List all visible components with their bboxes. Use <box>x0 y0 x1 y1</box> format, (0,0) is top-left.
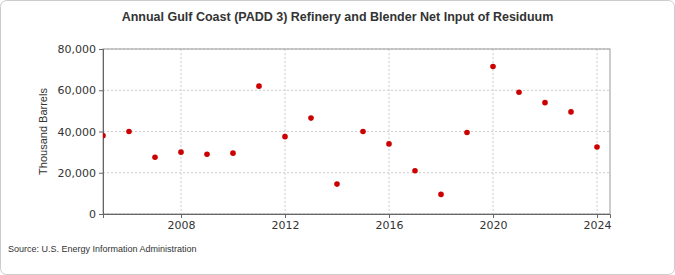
x-tick: 2024 <box>584 214 612 232</box>
y-tick-label: 60,000 <box>58 84 97 97</box>
grid-line <box>181 49 182 214</box>
plot-frame <box>103 49 610 214</box>
x-tick-mark <box>493 214 494 218</box>
y-tick-label: 80,000 <box>58 43 97 56</box>
x-tick-label: 2016 <box>376 219 404 232</box>
points <box>103 64 600 197</box>
point <box>230 150 236 156</box>
x-tick-label: 2020 <box>480 219 508 232</box>
y-tick-mark <box>99 132 103 133</box>
point <box>516 90 522 96</box>
y-tick-mark <box>99 173 103 174</box>
x-tick: 2020 <box>480 214 508 232</box>
point <box>334 181 340 187</box>
x-tick-mark <box>597 214 598 218</box>
x-axis-line <box>104 215 611 219</box>
grid-line <box>597 49 598 214</box>
y-tick: 0 <box>89 208 103 221</box>
y-axis-title: Thousand Barrels <box>37 88 49 175</box>
y-tick: 60,000 <box>58 84 104 97</box>
grid-line <box>285 49 286 214</box>
y-tick: 80,000 <box>58 43 104 56</box>
x-tick-mark <box>285 214 286 218</box>
x-axis: 2008 2012 2016 2020 2024 <box>104 214 612 232</box>
y-tick-mark <box>99 214 103 215</box>
point <box>412 168 418 174</box>
point <box>126 129 132 135</box>
chart: 0 20,000 40,000 60,000 80,000 2008 2012 2016 202… <box>0 0 675 275</box>
background <box>1 1 675 275</box>
point <box>308 115 314 121</box>
point <box>204 151 210 157</box>
y-axis-line <box>99 50 104 215</box>
grid-line <box>103 90 610 91</box>
x-tick: 2008 <box>168 214 196 232</box>
point <box>568 109 574 115</box>
point <box>594 144 600 150</box>
x-tick-mark <box>181 214 182 218</box>
point <box>152 154 158 160</box>
point <box>282 134 288 140</box>
point <box>103 133 106 139</box>
y-tick: 20,000 <box>58 167 104 180</box>
x-tick: 2016 <box>376 214 404 232</box>
x-tick-label: 2024 <box>584 219 612 232</box>
x-tick-mark <box>389 214 390 218</box>
grid-line <box>493 49 494 214</box>
y-axis: 0 20,000 40,000 60,000 80,000 <box>58 43 104 221</box>
y-tick-label: 20,000 <box>58 167 97 180</box>
point <box>490 64 496 70</box>
grid-line <box>103 172 610 173</box>
point <box>178 149 184 155</box>
grid-line <box>103 131 610 132</box>
source-note: Source: U.S. Energy Information Administ… <box>8 244 197 254</box>
x-tick-label: 2008 <box>168 219 196 232</box>
x-tick: 2012 <box>272 214 300 232</box>
title: Annual Gulf Coast (PADD 3) Refinery and … <box>122 10 554 24</box>
point <box>438 192 444 198</box>
x-tick-label: 2012 <box>272 219 300 232</box>
grid <box>103 49 610 214</box>
point <box>256 83 262 89</box>
point <box>360 129 366 135</box>
y-tick-mark <box>99 90 103 91</box>
point <box>542 100 548 106</box>
y-tick-mark <box>99 49 103 50</box>
y-tick-label: 40,000 <box>58 126 97 139</box>
point <box>464 130 470 136</box>
y-tick-label: 0 <box>89 208 96 221</box>
grid-line <box>389 49 390 214</box>
point <box>386 141 392 147</box>
y-tick: 40,000 <box>58 126 104 139</box>
